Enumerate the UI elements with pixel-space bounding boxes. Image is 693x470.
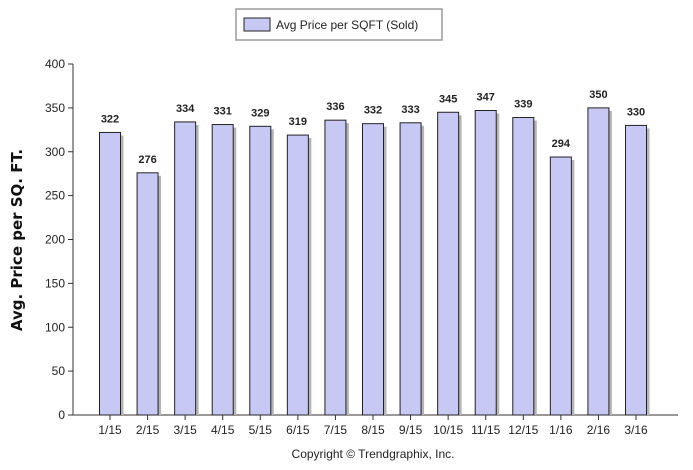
data-label: 330 bbox=[627, 106, 645, 118]
bar bbox=[399, 122, 422, 416]
x-tick-label: 1/15 bbox=[98, 423, 122, 437]
x-tick-label: 2/16 bbox=[587, 423, 611, 437]
bar bbox=[136, 172, 159, 416]
bar bbox=[362, 123, 384, 416]
x-tick-label: 2/15 bbox=[136, 423, 160, 437]
data-label: 322 bbox=[101, 113, 119, 125]
data-label: 332 bbox=[364, 105, 382, 117]
y-ticks: 0 50 100 150 200 250 300 350 400 bbox=[45, 57, 73, 422]
x-ticks: 1/15 2/15 3/15 4/15 5/15 6/15 7/15 8/15 9/15 10/1… bbox=[98, 415, 648, 437]
bar bbox=[211, 124, 234, 416]
bar bbox=[249, 125, 272, 416]
data-label: 339 bbox=[514, 99, 532, 111]
y-tick-label: 300 bbox=[45, 145, 65, 159]
data-label: 331 bbox=[214, 106, 232, 118]
x-tick-label: 3/15 bbox=[173, 423, 197, 437]
data-label: 294 bbox=[552, 138, 571, 150]
bar bbox=[587, 107, 610, 416]
y-tick-label: 400 bbox=[45, 57, 65, 71]
legend: Avg Price per SQFT (Sold) bbox=[235, 8, 443, 41]
x-tick-label: 4/15 bbox=[211, 423, 235, 437]
data-label: 334 bbox=[176, 103, 195, 115]
y-tick-label: 0 bbox=[58, 408, 65, 422]
bar bbox=[286, 134, 309, 416]
bar bbox=[549, 156, 572, 416]
x-tick-label: 3/16 bbox=[624, 423, 648, 437]
y-tick-label: 100 bbox=[45, 320, 65, 334]
y-tick-label: 200 bbox=[45, 233, 65, 247]
data-label: 319 bbox=[289, 116, 307, 128]
x-tick-label: 5/15 bbox=[249, 423, 273, 437]
bars-group: 322 276 334 331 329 319 336 332 333 345 347 339 294 3… bbox=[99, 89, 650, 416]
bar bbox=[99, 131, 121, 416]
legend-swatch bbox=[243, 17, 271, 32]
y-tick-label: 250 bbox=[45, 189, 65, 203]
data-label: 276 bbox=[138, 154, 156, 166]
data-label: 347 bbox=[477, 92, 495, 104]
copyright-text: Copyright © Trendgraphix, Inc. bbox=[292, 447, 455, 461]
x-tick-label: 6/15 bbox=[286, 423, 310, 437]
x-tick-label: 7/15 bbox=[324, 423, 348, 437]
data-label: 350 bbox=[589, 89, 607, 101]
bar bbox=[474, 110, 497, 416]
data-label: 329 bbox=[251, 107, 269, 119]
bar bbox=[437, 111, 460, 416]
legend-label: Avg Price per SQFT (Sold) bbox=[276, 18, 418, 32]
bar bbox=[174, 121, 197, 416]
x-tick-label: 9/15 bbox=[399, 423, 423, 437]
x-tick-label: 1/16 bbox=[549, 423, 573, 437]
bar bbox=[512, 117, 535, 416]
y-tick-label: 50 bbox=[52, 364, 66, 378]
x-tick-label: 11/15 bbox=[471, 423, 500, 437]
x-tick-label: 10/15 bbox=[433, 423, 463, 437]
bar bbox=[324, 119, 347, 416]
y-tick-label: 150 bbox=[45, 276, 65, 290]
data-label: 336 bbox=[326, 101, 344, 113]
x-tick-label: 8/15 bbox=[361, 423, 385, 437]
y-tick-label: 350 bbox=[45, 101, 65, 115]
data-label: 345 bbox=[439, 93, 457, 105]
y-axis-title: Avg. Price per SQ. FT. bbox=[8, 149, 26, 331]
bar bbox=[625, 124, 647, 416]
x-tick-label: 12/15 bbox=[508, 423, 538, 437]
data-label: 333 bbox=[401, 104, 419, 116]
